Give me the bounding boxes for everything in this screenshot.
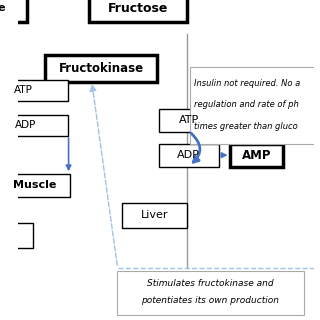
Text: regulation and rate of ph: regulation and rate of ph	[194, 100, 299, 109]
FancyBboxPatch shape	[230, 144, 283, 167]
Text: potentiates its own production: potentiates its own production	[141, 296, 279, 305]
FancyBboxPatch shape	[122, 203, 188, 228]
FancyBboxPatch shape	[0, 223, 33, 248]
Text: ATP: ATP	[179, 115, 199, 125]
Text: ADP: ADP	[177, 150, 200, 160]
FancyBboxPatch shape	[190, 67, 315, 144]
Text: Muscle: Muscle	[13, 180, 56, 190]
Text: Fructose: Fructose	[108, 2, 168, 15]
FancyBboxPatch shape	[159, 144, 219, 167]
FancyBboxPatch shape	[117, 271, 304, 315]
Text: AMP: AMP	[242, 149, 271, 162]
FancyBboxPatch shape	[1, 115, 68, 136]
FancyBboxPatch shape	[0, 0, 27, 22]
Text: e: e	[0, 3, 5, 13]
Circle shape	[5, 121, 12, 129]
Text: Insulin not required. No a: Insulin not required. No a	[194, 79, 300, 88]
FancyBboxPatch shape	[89, 0, 187, 22]
Text: Liver: Liver	[141, 210, 168, 220]
FancyBboxPatch shape	[45, 55, 157, 82]
Text: ATP: ATP	[14, 85, 33, 95]
Bar	[5, 87, 11, 94]
FancyBboxPatch shape	[0, 174, 70, 196]
Text: ADP: ADP	[15, 120, 36, 130]
FancyBboxPatch shape	[159, 109, 219, 132]
Text: Stimulates fructokinase and: Stimulates fructokinase and	[147, 279, 273, 288]
FancyBboxPatch shape	[1, 80, 68, 101]
Text: Fructokinase: Fructokinase	[58, 62, 143, 75]
Text: times greater than gluco: times greater than gluco	[194, 122, 298, 131]
